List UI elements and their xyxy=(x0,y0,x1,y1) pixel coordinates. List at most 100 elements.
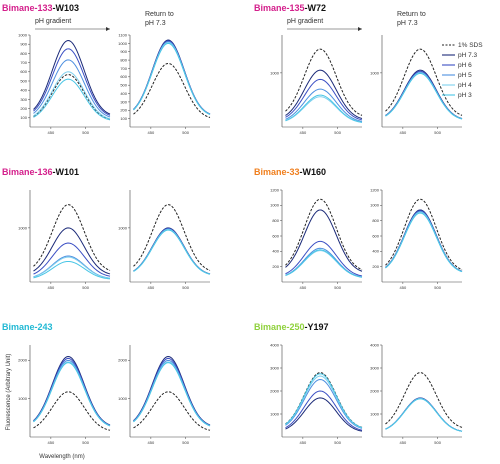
chart-title-part: -W160 xyxy=(300,167,327,177)
series-line-ph4 xyxy=(33,71,111,120)
series-line-ph3 xyxy=(133,362,211,427)
ph-header-0: pH gradient Return to pH 7.3 xyxy=(35,11,174,31)
y-tick-label: 700 xyxy=(120,66,127,71)
y-tick-label: 1100 xyxy=(118,32,127,37)
series-line-ph6 xyxy=(133,40,211,115)
y-tick-label: 300 xyxy=(120,99,127,104)
x-tick-label: 500 xyxy=(334,440,341,445)
series-line-ph3 xyxy=(133,229,211,275)
panel-left: 1000 450 500 xyxy=(18,190,111,290)
series-line-ph5 xyxy=(33,359,111,427)
ph-gradient-label: pH gradient xyxy=(287,18,323,25)
panel-left: 1000 2000 3000 4000 450 500 xyxy=(270,342,363,445)
return-label-2: pH 7.3 xyxy=(397,20,418,27)
chart-title-part: Bimane-33 xyxy=(254,167,300,177)
x-tick-label: 450 xyxy=(148,440,155,445)
x-axis-label: Wavelength (nm) xyxy=(39,454,84,460)
series-line-sds xyxy=(285,198,363,271)
legend-label-ph6: pH 6 xyxy=(458,62,472,69)
series-line-ph5 xyxy=(33,59,111,118)
series-line-ph5 xyxy=(385,210,463,272)
series-line-ph5 xyxy=(133,41,211,115)
series-line-ph3 xyxy=(385,72,463,120)
y-tick-label: 1000 xyxy=(270,203,280,208)
chart-title-part: Bimane-136 xyxy=(2,167,53,177)
y-tick-label: 500 xyxy=(20,78,27,83)
y-tick-label: 2000 xyxy=(370,388,380,393)
series-line-ph6 xyxy=(33,242,111,277)
y-tick-label: 800 xyxy=(372,218,379,223)
series-line-ph3 xyxy=(385,212,463,273)
y-tick-label: 1000 xyxy=(18,32,28,37)
y-tick-label: 1000 xyxy=(118,396,128,401)
x-tick-label: 500 xyxy=(182,440,189,445)
series-line-ph3 xyxy=(33,260,111,280)
series-line-ph73 xyxy=(33,40,111,115)
series-line-sds xyxy=(33,391,111,431)
y-tick-label: 800 xyxy=(272,218,279,223)
series-line-sds xyxy=(285,48,363,116)
panel-right: 1000 450 500 xyxy=(118,190,211,290)
x-tick-label: 450 xyxy=(48,440,55,445)
panel-right: 1000 450 500 xyxy=(370,35,463,135)
y-tick-label: 2000 xyxy=(270,388,280,393)
y-tick-label: 1000 xyxy=(370,70,380,75)
series-line-sds xyxy=(385,198,463,271)
y-tick-label: 2000 xyxy=(118,358,128,363)
panel-left: 1000 2000 450 500 xyxy=(18,345,111,445)
series-line-sds xyxy=(385,372,463,428)
y-tick-label: 800 xyxy=(120,57,127,62)
y-tick-label: 900 xyxy=(120,49,127,54)
x-tick-label: 500 xyxy=(334,130,341,135)
x-tick-label: 500 xyxy=(82,285,89,290)
series-line-ph73 xyxy=(285,397,363,432)
arrow-head xyxy=(106,27,110,31)
y-tick-label: 700 xyxy=(20,60,27,65)
x-tick-label: 500 xyxy=(182,285,189,290)
y-tick-label: 1000 xyxy=(118,225,128,230)
x-tick-label: 450 xyxy=(48,130,55,135)
panel-right: 200 400 600 800 1000 1200 450 500 xyxy=(370,187,463,290)
series-line-ph3 xyxy=(385,398,463,432)
y-tick-label: 600 xyxy=(20,69,27,74)
chart-title: Bimane-243 xyxy=(2,322,53,332)
y-tick-label: 200 xyxy=(120,108,127,113)
x-tick-label: 450 xyxy=(48,285,55,290)
series-line-ph5 xyxy=(285,379,363,429)
return-label-1: Return to xyxy=(397,11,426,18)
chart-b136: Bimane-136-W101 1000 450 500 1000 450 500 xyxy=(2,167,211,290)
x-tick-label: 450 xyxy=(300,440,307,445)
y-tick-label: 3000 xyxy=(370,365,380,370)
chart-title-part: -Y197 xyxy=(305,322,329,332)
y-tick-label: 100 xyxy=(20,115,27,120)
y-tick-label: 1000 xyxy=(18,225,28,230)
series-line-ph73 xyxy=(33,227,111,275)
legend-label-ph4: pH 4 xyxy=(458,82,472,89)
series-line-ph4 xyxy=(33,361,111,427)
ph-header-1: pH gradient Return to pH 7.3 xyxy=(287,11,426,31)
ph-gradient-label: pH gradient xyxy=(35,18,71,25)
x-tick-label: 450 xyxy=(300,285,307,290)
y-tick-label: 400 xyxy=(372,249,379,254)
series-line-ph4 xyxy=(133,42,211,115)
series-line-ph73 xyxy=(285,69,363,119)
series-line-ph4 xyxy=(133,361,211,427)
chart-title: Bimane-33-W160 xyxy=(254,167,326,177)
legend-label-ph3: pH 3 xyxy=(458,92,472,99)
series-line-ph6 xyxy=(33,357,111,426)
panel-left: 200 400 600 800 1000 1200 450 500 xyxy=(270,187,363,290)
chart-b133: Bimane-133-W103 100 200 300 400 500 600 700 800 9… xyxy=(2,3,211,135)
panel-right: 1000 2000 450 500 xyxy=(118,345,211,445)
series-line-ph6 xyxy=(285,78,363,121)
x-tick-label: 500 xyxy=(82,440,89,445)
chart-title-part: -W101 xyxy=(53,167,80,177)
x-tick-label: 450 xyxy=(400,285,407,290)
series-line-ph6 xyxy=(285,390,363,431)
y-tick-label: 3000 xyxy=(270,365,280,370)
x-tick-label: 450 xyxy=(400,130,407,135)
y-tick-label: 500 xyxy=(120,83,127,88)
x-tick-label: 450 xyxy=(300,130,307,135)
y-axis-label: Fluorescence (Arbitrary Unit) xyxy=(6,354,12,431)
x-tick-label: 500 xyxy=(82,130,89,135)
